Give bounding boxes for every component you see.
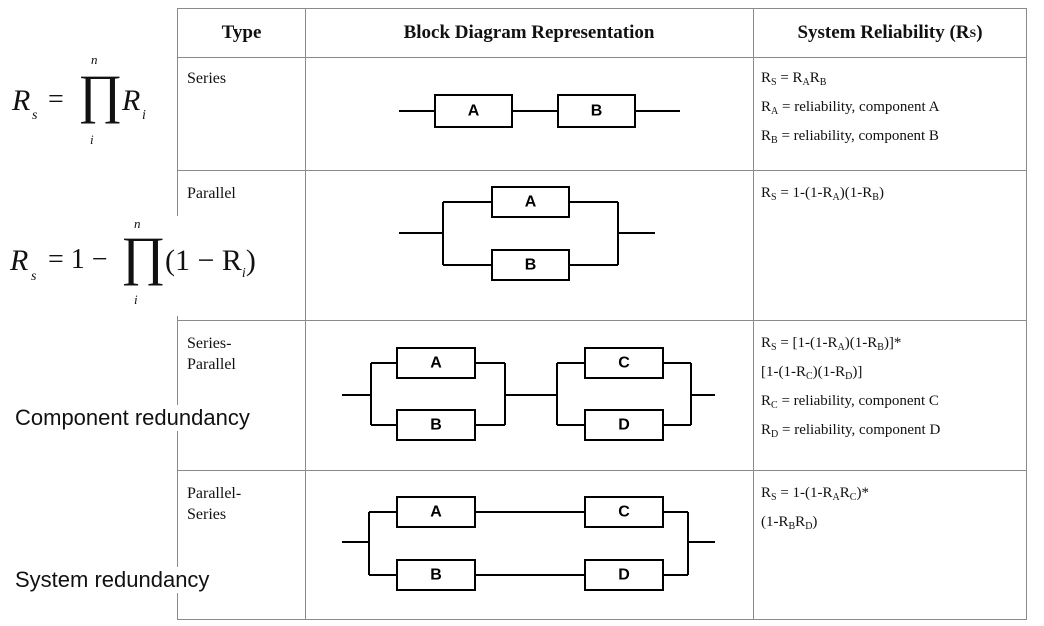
row-divider [178,470,1026,471]
row-divider [178,320,1026,321]
block-label: D [618,567,630,584]
formula-line: RS = 1-(1-RARC)* [761,485,869,503]
block-label: C [618,504,630,521]
component-block [396,496,476,528]
column-divider [753,9,754,619]
type-label: Parallel- Series [187,485,242,523]
component-redundancy-label: Component redundancy [15,405,250,431]
component-block [491,249,570,281]
reliability-table: Type Block Diagram Representation System… [177,8,1027,620]
component-block [584,347,664,379]
formula-line: RS = 1-(1-RA)(1-RB) [761,185,884,203]
reliability-formula: RS = 1-(1-RA)(1-RB) [761,183,884,212]
row-divider [178,57,1026,58]
formula-line: [1-(1-RC)(1-RD)] [761,364,863,382]
component-block [584,409,664,441]
header-type: Type [221,22,262,43]
block-label: C [618,355,630,372]
reliability-formula: RS = RARB RA = reliability, component A RB… [761,68,939,155]
type-label: Parallel [187,185,236,202]
block-label: B [525,257,537,274]
formula-line: RB = reliability, component B [761,128,939,146]
component-block [396,347,476,379]
block-label: A [468,103,480,120]
block-label: B [591,103,603,120]
system-redundancy-label: System redundancy [15,567,210,593]
series-parallel-block-diagram: A B C D [342,347,715,441]
block-label: D [618,417,630,434]
parallel-block-diagram: A B [399,186,655,281]
formula-line: RA = reliability, component A [761,99,940,117]
component-block [584,559,664,591]
component-block [396,409,476,441]
formula-line: RD = reliability, component D [761,422,941,440]
block-label: A [525,194,537,211]
block-label: B [430,567,442,584]
formula-line: RC = reliability, component C [761,393,939,411]
parallel-series-block-diagram: A C B D [342,496,715,591]
type-label: Series- Parallel [187,335,236,373]
reliability-formula: RS = 1-(1-RARC)* (1-RBRD) [761,483,869,541]
block-label: A [430,355,442,372]
series-block-diagram: A B [399,94,680,128]
series-product-formula: R s = n ∏ i R i [12,52,146,147]
formula-line: (1-RBRD) [761,514,818,532]
row-divider [178,170,1026,171]
block-label: A [430,504,442,521]
connector-wire [342,511,715,576]
parallel-product-formula: R s = 1 − n ∏ i (1 − Ri) [0,216,285,316]
formula-line: RS = [1-(1-RA)(1-RB)]* [761,335,902,353]
connector-wire [342,362,715,426]
type-label: Series [187,70,227,87]
reliability-formula: RS = [1-(1-RA)(1-RB)]* [1-(1-RC)(1-RD)] RC… [761,333,940,449]
header-block-diagram: Block Diagram Representation [403,22,655,43]
component-block [491,186,570,218]
component-block [434,94,513,128]
component-block [396,559,476,591]
column-divider [305,9,306,619]
formula-line: RS = RARB [761,70,827,88]
component-block [557,94,636,128]
connector-wire [399,201,655,266]
component-block [584,496,664,528]
header-system-reliability: System Reliability (R S) [797,22,983,43]
block-label: B [430,417,442,434]
